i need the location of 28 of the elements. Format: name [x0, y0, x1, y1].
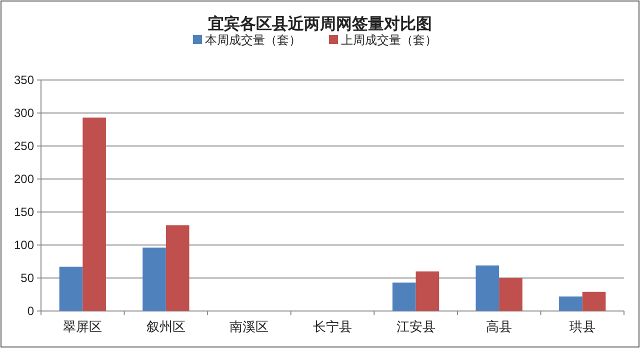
y-tick-label: 350	[14, 73, 34, 87]
bar	[499, 278, 522, 311]
x-tick-label: 南溪区	[230, 319, 269, 334]
bar	[166, 225, 190, 311]
bar	[416, 271, 440, 311]
legend-label: 本周成交量（套）	[205, 33, 301, 47]
y-tick-label: 300	[14, 106, 34, 120]
x-tick-label: 高县	[486, 319, 512, 334]
bar	[82, 118, 106, 311]
x-tick-label: 叙州区	[146, 319, 186, 334]
bar	[476, 265, 500, 311]
bar	[59, 266, 83, 311]
x-tick-label: 长宁县	[313, 319, 352, 334]
bar	[142, 248, 166, 311]
y-tick-label: 200	[14, 172, 34, 186]
bar	[392, 282, 416, 311]
chart-title: 宜宾各区县近两周网签量对比图	[208, 14, 432, 33]
x-tick-label: 翠屏区	[63, 319, 102, 334]
bar	[559, 296, 582, 311]
legend-label: 上周成交量（套）	[341, 33, 437, 47]
x-tick-label: 珙县	[569, 319, 596, 334]
y-tick-label: 100	[14, 238, 34, 252]
x-tick-label: 江安县	[396, 319, 436, 334]
y-tick-label: 50	[20, 271, 34, 285]
y-tick-label: 250	[14, 139, 34, 153]
bar	[582, 292, 606, 311]
y-tick-label: 0	[27, 304, 34, 318]
y-tick-label: 150	[14, 205, 34, 219]
